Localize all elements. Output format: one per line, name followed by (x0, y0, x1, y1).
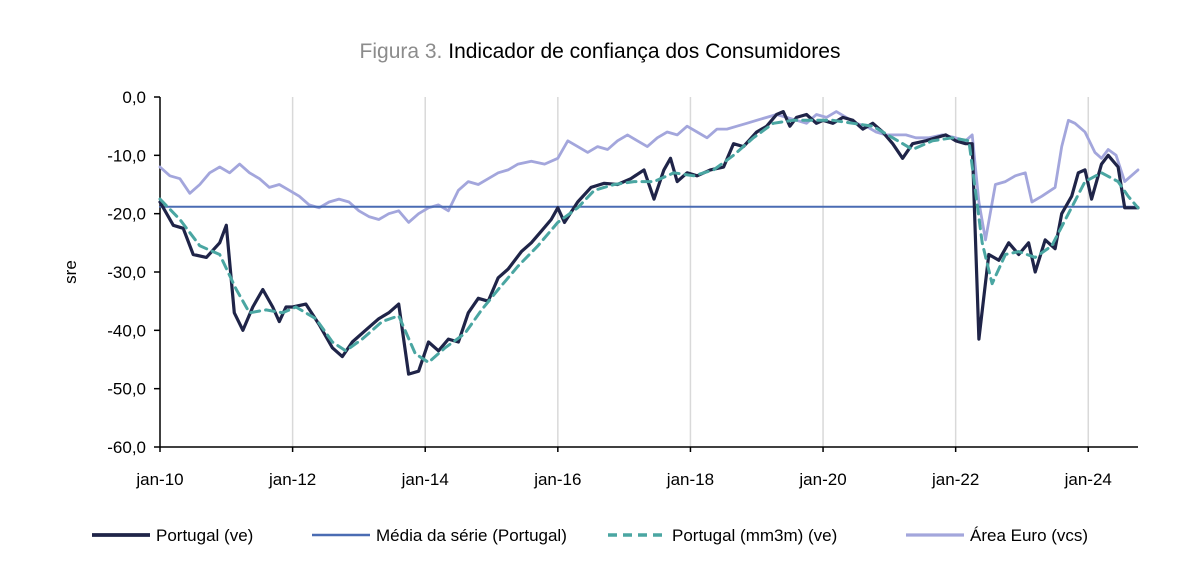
y-axis-title: sre (61, 260, 80, 284)
series-line-solid-dark (158, 110, 1140, 376)
x-tick-label: jan-20 (798, 470, 846, 489)
y-tick-label: -10,0 (107, 146, 146, 165)
x-tick-label: jan-16 (533, 470, 581, 489)
legend-label: Área Euro (vcs) (970, 526, 1088, 545)
x-tick-label: jan-14 (401, 470, 449, 489)
series-line-dashed-teal (158, 118, 1140, 364)
y-tick-label: -60,0 (107, 438, 146, 457)
x-tick-label: jan-18 (666, 470, 714, 489)
figure-prefix: Figura 3. (359, 40, 443, 63)
legend-label: Portugal (mm3m) (ve) (672, 526, 837, 545)
x-tick-label: jan-24 (1064, 470, 1112, 489)
y-tick-label: 0,0 (122, 88, 146, 107)
chart-title: Figura 3. Indicador de confiança dos Con… (0, 40, 1200, 64)
legend-label: Média da série (Portugal) (376, 526, 567, 545)
figure-title: Indicador de confiança dos Consumidores (448, 40, 841, 63)
x-tick-label: jan-22 (931, 470, 979, 489)
y-tick-label: -40,0 (107, 321, 146, 340)
legend-label: Portugal (ve) (156, 526, 253, 545)
x-tick-label: jan-12 (268, 470, 316, 489)
y-tick-label: -50,0 (107, 380, 146, 399)
y-tick-label: -30,0 (107, 263, 146, 282)
x-tick-label: jan-10 (135, 470, 183, 489)
y-tick-label: -20,0 (107, 205, 146, 224)
series-line-solid-lavender (158, 110, 1140, 242)
